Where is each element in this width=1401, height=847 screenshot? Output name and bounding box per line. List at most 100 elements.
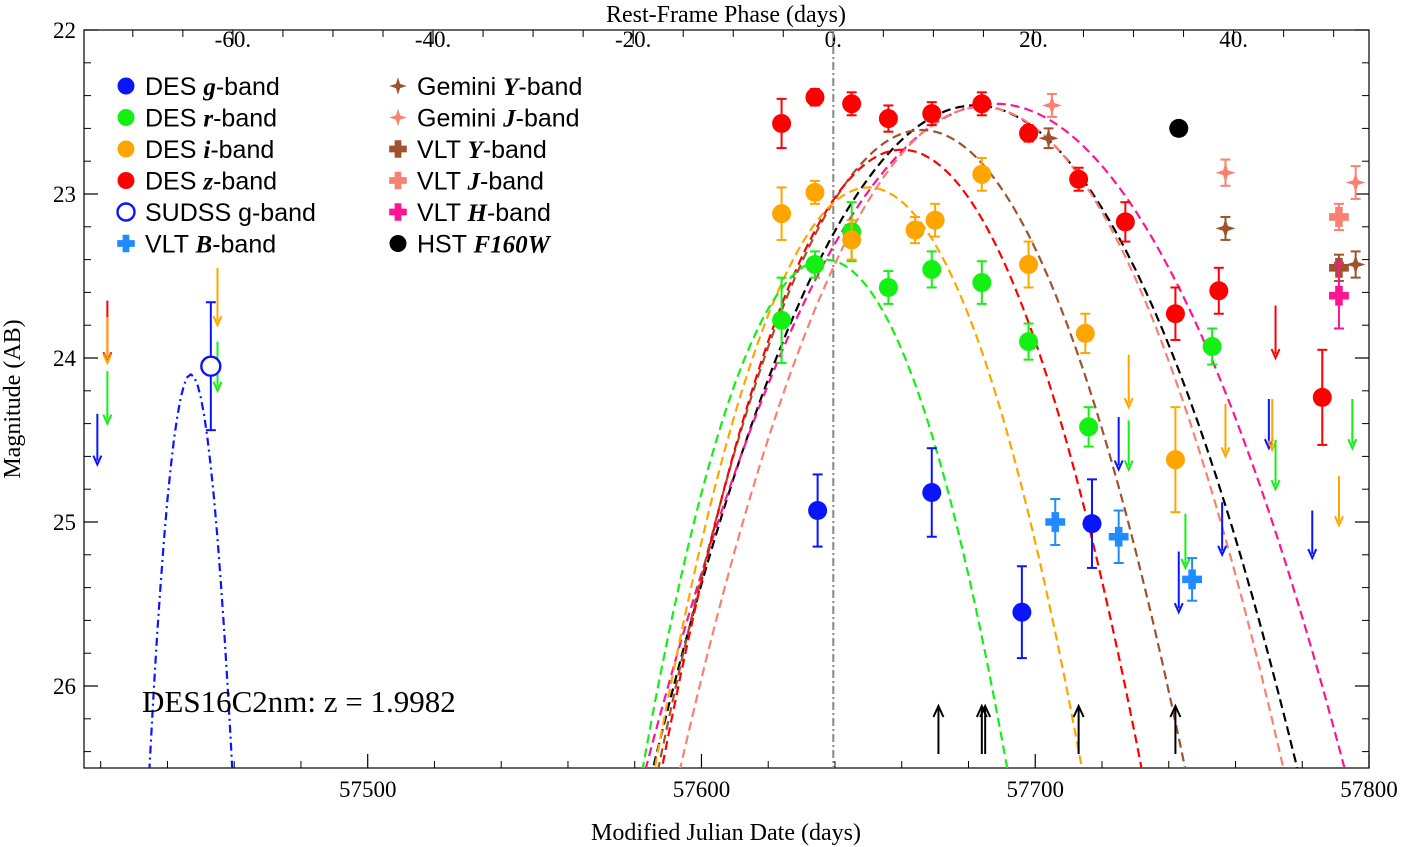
data-point xyxy=(842,94,862,114)
data-point xyxy=(1038,128,1059,149)
legend-label: VLT B-band xyxy=(145,231,276,259)
legend-marker xyxy=(116,202,136,222)
legend-marker xyxy=(389,77,407,95)
y-tick-label: 26 xyxy=(53,674,76,699)
legend-label: VLT Y-band xyxy=(417,136,547,164)
upper-limit-head xyxy=(1270,348,1281,361)
data-point xyxy=(972,94,992,114)
model-curve xyxy=(644,102,1346,768)
axis-ticks: 57500 57600 57700 57800 22 23 24 25 26 -60. -40. -2… xyxy=(53,18,1398,802)
legend-label: SUDSS g-band xyxy=(145,199,316,227)
data-point xyxy=(200,355,222,377)
upper-limit-head xyxy=(1123,460,1134,472)
upper-limit-head xyxy=(1334,515,1344,528)
data-point xyxy=(1069,169,1089,189)
upper-limit-head xyxy=(1217,545,1228,558)
legend-label: DES r-band xyxy=(145,105,277,133)
top-tick-label: -20. xyxy=(615,27,651,52)
legend-marker xyxy=(389,203,407,221)
top-axis-title: Rest-Frame Phase (days) xyxy=(606,2,846,28)
data-point xyxy=(1182,569,1203,590)
data-point xyxy=(1045,512,1066,532)
upper-limit-head xyxy=(1113,460,1124,472)
data-point xyxy=(1215,218,1236,239)
data-point xyxy=(972,273,992,293)
y-tick-label: 23 xyxy=(53,182,76,207)
model-curve xyxy=(653,186,1084,768)
model-curve xyxy=(657,128,1187,768)
data-point xyxy=(878,277,898,297)
upper-limit-head xyxy=(1180,558,1191,571)
data-point xyxy=(922,259,942,279)
data-point xyxy=(772,113,792,133)
legend-marker xyxy=(117,77,135,95)
data-point xyxy=(1312,387,1332,407)
data-points xyxy=(200,87,1366,660)
data-point xyxy=(1019,123,1039,143)
data-point xyxy=(1082,514,1102,534)
data-point xyxy=(1079,417,1099,437)
upper-limit-head xyxy=(1270,479,1281,492)
data-point xyxy=(972,164,992,184)
upper-limit-head xyxy=(92,455,103,468)
data-point xyxy=(1012,602,1032,622)
data-point xyxy=(842,230,862,250)
data-point xyxy=(878,109,898,129)
plot-frame xyxy=(83,29,1370,769)
data-point xyxy=(1329,207,1349,227)
legend-marker xyxy=(117,172,135,189)
data-point xyxy=(1329,285,1349,306)
data-point xyxy=(1209,281,1229,301)
upper-limit-head xyxy=(212,381,223,394)
legend-marker xyxy=(389,108,407,127)
data-point xyxy=(1345,254,1366,275)
data-point xyxy=(1165,304,1185,324)
top-tick-label: 0. xyxy=(825,27,842,52)
legend: DES g-band DES r-band DES i-band DES z-band… xyxy=(116,73,582,259)
x-tick-label: 57700 xyxy=(1006,777,1064,802)
upper-limit-head xyxy=(1307,548,1318,561)
upper-limit-head xyxy=(1347,438,1358,451)
spectrum-epoch-head xyxy=(1072,703,1085,718)
legend-label: HST F160W xyxy=(417,231,552,259)
x-tick-label: 57800 xyxy=(1340,777,1398,802)
data-point xyxy=(808,501,828,521)
legend-label: VLT J-band xyxy=(417,168,544,196)
data-point xyxy=(1215,162,1236,183)
y-axis-title: Magnitude (AB) xyxy=(0,319,26,478)
upper-limit-head xyxy=(1173,602,1184,615)
data-point xyxy=(805,87,825,107)
data-point xyxy=(1169,118,1189,138)
data-point xyxy=(805,182,825,202)
data-point xyxy=(1202,337,1222,357)
legend-label: VLT H-band xyxy=(417,199,551,227)
legend-label: DES i-band xyxy=(145,136,274,164)
upper-limit-head xyxy=(102,414,113,427)
x-tick-label: 57500 xyxy=(339,777,397,802)
spectrum-epoch-head xyxy=(979,703,992,718)
legend-marker xyxy=(389,235,407,252)
model-curve xyxy=(148,372,234,768)
top-tick-label: 40. xyxy=(1219,27,1248,52)
data-point xyxy=(1019,332,1039,352)
legend-label: DES g-band xyxy=(145,73,280,101)
model-curve xyxy=(651,104,1299,768)
x-tick-label: 57600 xyxy=(673,777,731,802)
upper-limits xyxy=(92,267,1358,615)
model-curve xyxy=(660,148,1143,768)
upper-limit-head xyxy=(102,353,113,366)
y-tick-label: 22 xyxy=(53,18,76,43)
data-point xyxy=(805,255,825,275)
model-curves xyxy=(148,102,1346,768)
data-point xyxy=(1345,172,1366,193)
legend-label: Gemini Y-band xyxy=(417,73,582,101)
y-tick-label: 25 xyxy=(53,510,76,535)
upper-limit-head xyxy=(212,315,223,328)
data-point xyxy=(925,210,945,230)
legend-label: DES z-band xyxy=(145,168,277,196)
data-point xyxy=(1115,212,1135,232)
top-tick-label: 20. xyxy=(1019,27,1048,52)
object-annotation: DES16C2nm: z = 1.9982 xyxy=(142,684,456,719)
y-tick-label: 24 xyxy=(53,346,77,371)
